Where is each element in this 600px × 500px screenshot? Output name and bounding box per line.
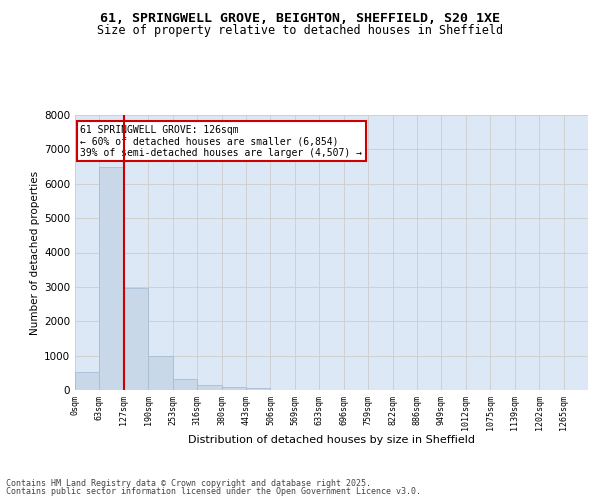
Bar xyxy=(197,385,221,390)
Bar xyxy=(173,378,197,390)
Bar xyxy=(75,372,100,390)
Y-axis label: Number of detached properties: Number of detached properties xyxy=(30,170,40,334)
Bar xyxy=(246,388,271,390)
Bar xyxy=(221,387,246,390)
Text: Size of property relative to detached houses in Sheffield: Size of property relative to detached ho… xyxy=(97,24,503,37)
Text: Contains HM Land Registry data © Crown copyright and database right 2025.: Contains HM Land Registry data © Crown c… xyxy=(6,478,371,488)
Text: 61, SPRINGWELL GROVE, BEIGHTON, SHEFFIELD, S20 1XE: 61, SPRINGWELL GROVE, BEIGHTON, SHEFFIEL… xyxy=(100,12,500,26)
Bar xyxy=(148,356,173,390)
Text: Contains public sector information licensed under the Open Government Licence v3: Contains public sector information licen… xyxy=(6,487,421,496)
X-axis label: Distribution of detached houses by size in Sheffield: Distribution of detached houses by size … xyxy=(188,436,475,446)
Bar xyxy=(100,167,124,390)
Text: 61 SPRINGWELL GROVE: 126sqm
← 60% of detached houses are smaller (6,854)
39% of : 61 SPRINGWELL GROVE: 126sqm ← 60% of det… xyxy=(80,124,362,158)
Bar xyxy=(124,288,148,390)
